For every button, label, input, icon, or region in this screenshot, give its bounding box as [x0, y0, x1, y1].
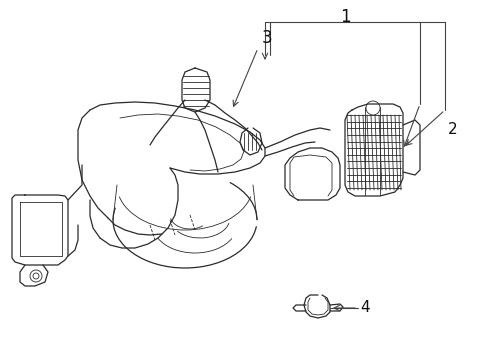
- Text: 3: 3: [262, 29, 272, 47]
- Text: 1: 1: [339, 8, 349, 26]
- Text: 4: 4: [359, 301, 369, 315]
- Text: 2: 2: [447, 122, 457, 138]
